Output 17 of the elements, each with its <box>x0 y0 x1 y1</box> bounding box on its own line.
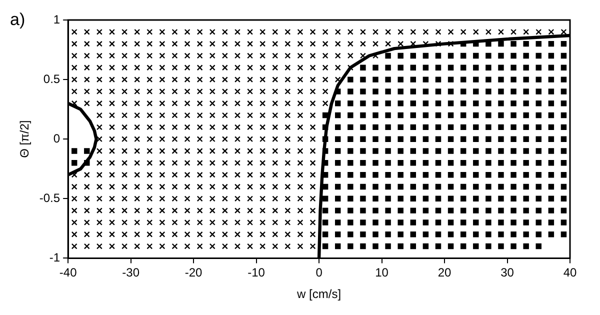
y-tick-label: 0 <box>53 131 60 146</box>
y-tick-label: 1 <box>53 12 60 26</box>
x-tick-label: 20 <box>438 266 452 280</box>
x-tick-label: 40 <box>563 266 577 280</box>
x-tick-label: 0 <box>316 266 323 280</box>
x-tick-label: -40 <box>59 266 78 280</box>
x-tick-label: -10 <box>248 266 266 280</box>
y-axis-title: Θ [π/2] <box>18 120 32 158</box>
x-tick-label: 10 <box>375 266 389 280</box>
x-tick-label: -30 <box>122 266 140 280</box>
y-tick-label: -1 <box>49 250 60 265</box>
x-axis-title: w [cm/s] <box>296 287 342 302</box>
y-tick-label: 0.5 <box>43 72 60 86</box>
x-tick-label: -20 <box>184 266 203 280</box>
text: a) <box>10 10 26 30</box>
x-tick-label: 30 <box>500 266 514 280</box>
y-tick-label: -0.5 <box>39 190 60 205</box>
